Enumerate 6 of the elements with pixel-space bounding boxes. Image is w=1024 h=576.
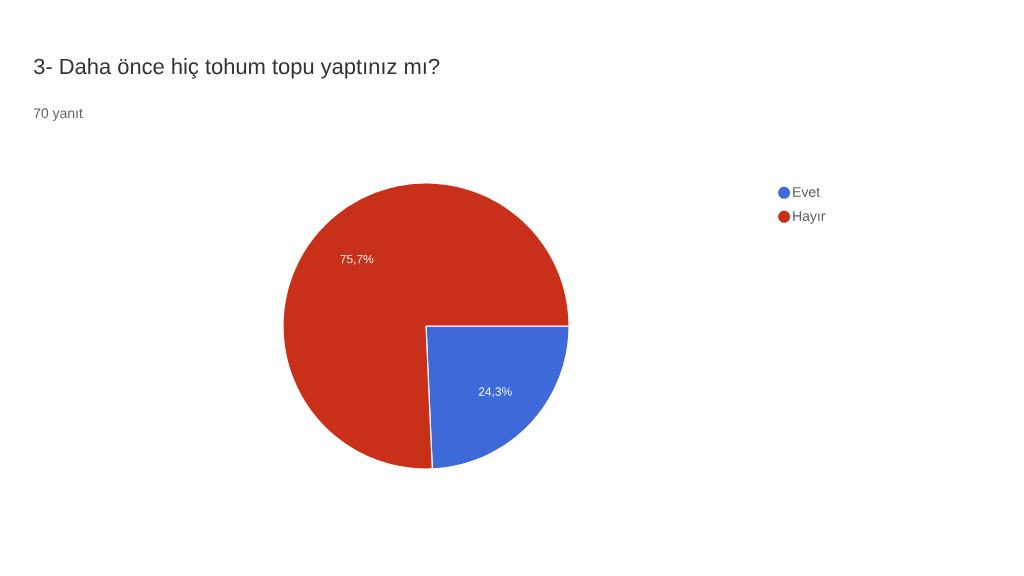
text: 70 yanıt [33, 108, 83, 121]
data-label: 75,7% [340, 254, 374, 265]
legend-label: Hayır [793, 211, 826, 224]
legend-label: Evet [793, 187, 820, 197]
data-label: 24,3% [478, 387, 512, 398]
chart-title: 3- Daha önce hiç tohum topu yaptınız mı? [34, 58, 440, 79]
